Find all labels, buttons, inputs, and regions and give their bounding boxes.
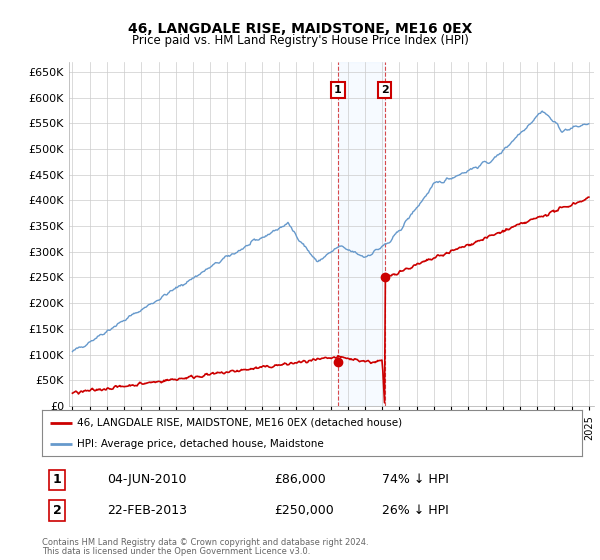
Text: £250,000: £250,000 [274, 504, 334, 517]
Text: 46, LANGDALE RISE, MAIDSTONE, ME16 0EX: 46, LANGDALE RISE, MAIDSTONE, ME16 0EX [128, 22, 472, 36]
Text: 2: 2 [381, 85, 389, 95]
Text: Contains HM Land Registry data © Crown copyright and database right 2024.: Contains HM Land Registry data © Crown c… [42, 538, 368, 547]
Text: 74% ↓ HPI: 74% ↓ HPI [382, 473, 449, 487]
Text: 2: 2 [53, 504, 62, 517]
Text: This data is licensed under the Open Government Licence v3.0.: This data is licensed under the Open Gov… [42, 547, 310, 556]
Text: 26% ↓ HPI: 26% ↓ HPI [382, 504, 449, 517]
Text: 46, LANGDALE RISE, MAIDSTONE, ME16 0EX (detached house): 46, LANGDALE RISE, MAIDSTONE, ME16 0EX (… [77, 418, 402, 428]
Text: 04-JUN-2010: 04-JUN-2010 [107, 473, 187, 487]
Text: HPI: Average price, detached house, Maidstone: HPI: Average price, detached house, Maid… [77, 439, 324, 449]
Text: 1: 1 [334, 85, 342, 95]
Bar [338, 62, 385, 406]
Text: 1: 1 [53, 473, 62, 487]
Text: Price paid vs. HM Land Registry's House Price Index (HPI): Price paid vs. HM Land Registry's House … [131, 34, 469, 46]
Text: 22-FEB-2013: 22-FEB-2013 [107, 504, 187, 517]
Text: £86,000: £86,000 [274, 473, 326, 487]
